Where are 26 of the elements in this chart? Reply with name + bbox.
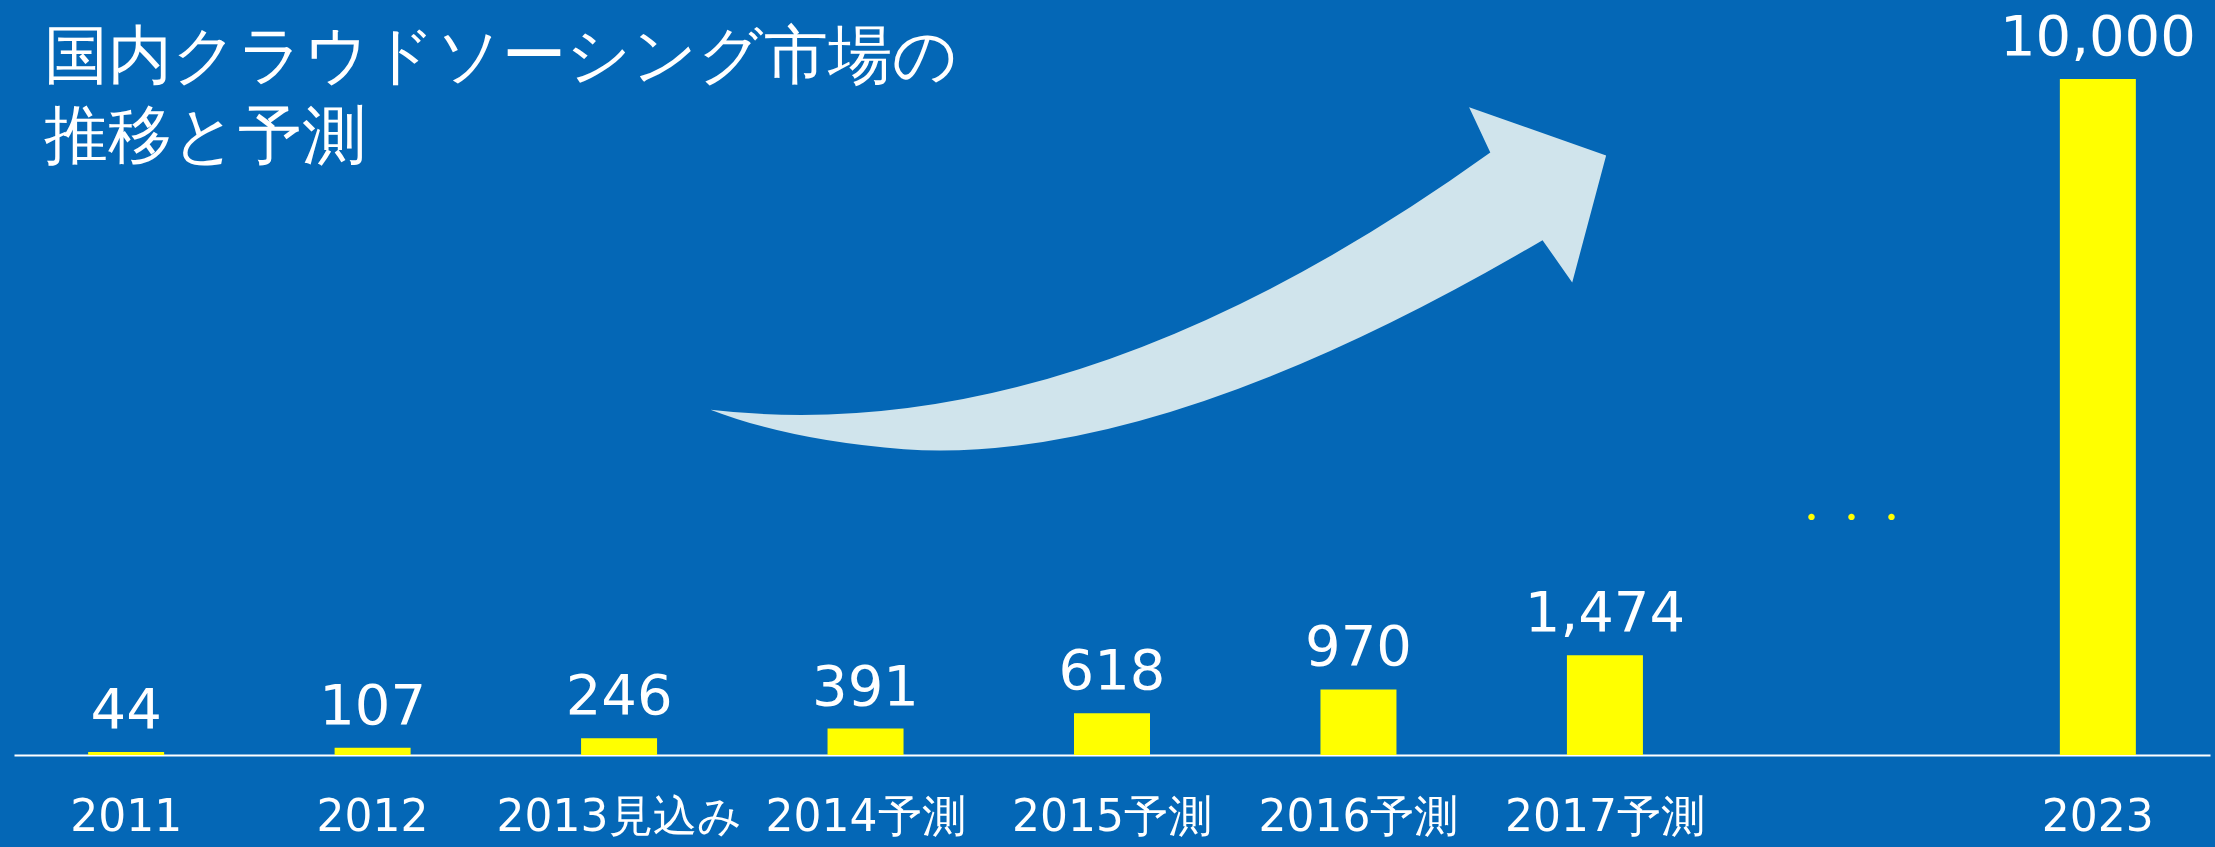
data-label: 10,000: [1999, 3, 2196, 68]
data-label: 246: [565, 662, 673, 728]
x-tick-label: 2012: [316, 789, 429, 841]
x-tick-label: 2013見込み: [496, 789, 742, 841]
x-tick-label: 2011: [70, 789, 183, 841]
x-tick-label: 2023: [2041, 789, 2154, 841]
bar: [827, 728, 904, 755]
x-tick-label: 2017予測: [1504, 789, 1705, 841]
data-label: 391: [812, 652, 919, 718]
chart-title: 国内クラウドソーシング市場の推移と予測: [44, 18, 958, 172]
bar: [1566, 655, 1643, 755]
x-tick-label: 2015予測: [1012, 789, 1212, 841]
x-tick-label: 2016予測: [1258, 789, 1459, 841]
annotation: ・・・: [1791, 494, 1912, 540]
bar: [334, 747, 411, 755]
data-label: 970: [1305, 613, 1412, 679]
bar: [1320, 689, 1397, 755]
x-tick-label: 2014予測: [765, 789, 966, 841]
data-label: 618: [1058, 637, 1166, 703]
bar: [2059, 79, 2136, 755]
data-label: 107: [319, 671, 427, 737]
bar: [1074, 713, 1150, 755]
bar: [88, 752, 165, 755]
bar: [581, 738, 658, 755]
data-label: 44: [90, 676, 162, 742]
data-label: 1,474: [1524, 579, 1686, 645]
